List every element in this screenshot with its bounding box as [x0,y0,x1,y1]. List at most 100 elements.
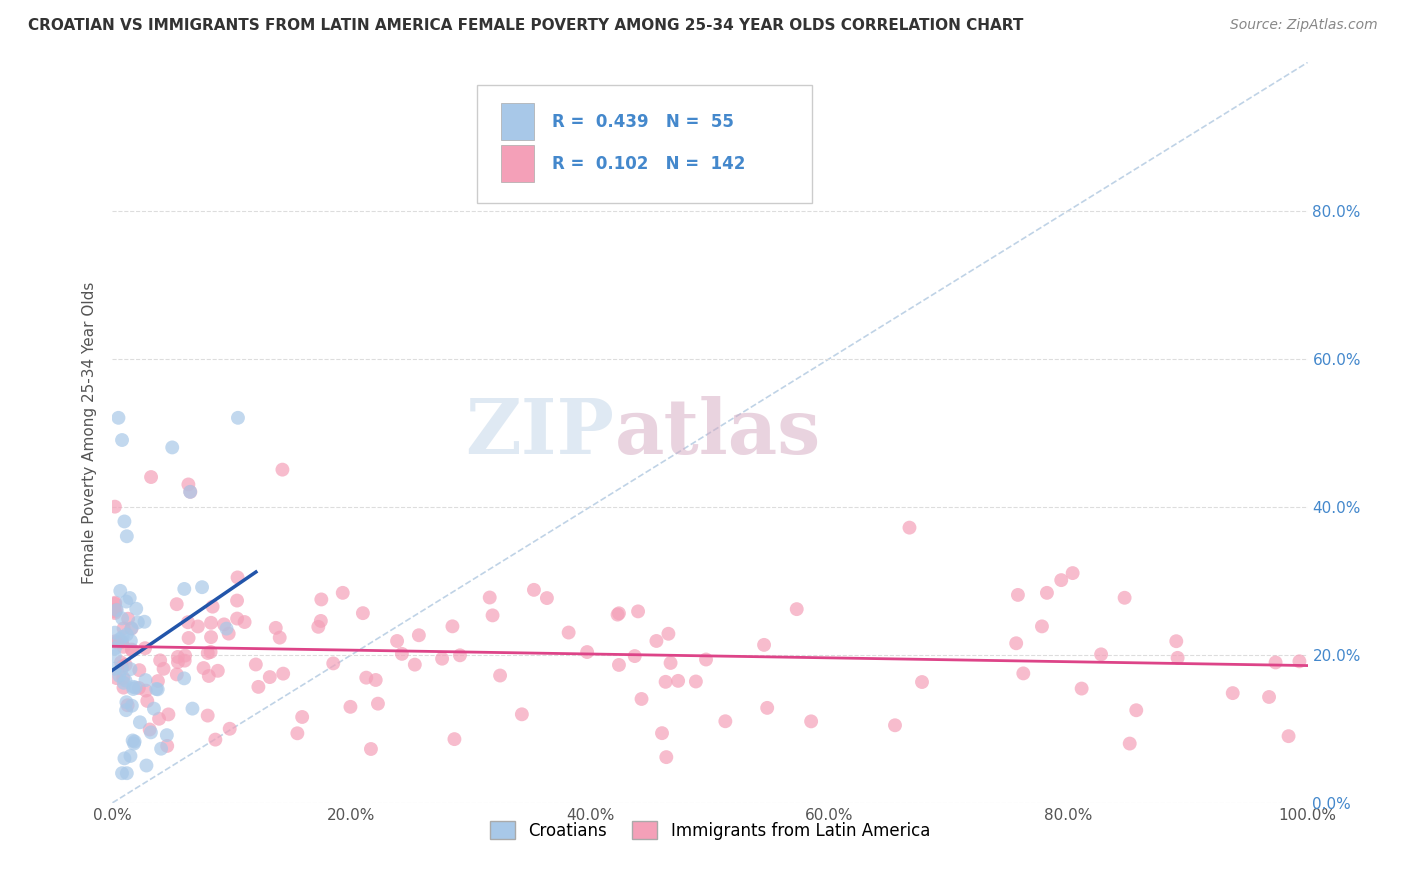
Point [128,681,150,695]
Point [177,631,200,645]
Point [114,657,136,672]
Point [1070,681,1092,696]
Point [114,751,135,765]
Point [557,625,579,640]
Point [104,605,127,619]
Point [200,615,222,630]
Point [149,653,172,667]
Point [1031,619,1053,633]
Point [607,657,630,672]
Point [179,484,201,499]
Point [135,758,157,772]
Point [104,662,127,676]
Text: R =  0.439   N =  55: R = 0.439 N = 55 [553,112,734,130]
Point [148,712,170,726]
Point [911,675,934,690]
Point [226,611,249,625]
Point [627,604,650,618]
Point [166,667,188,681]
Point [1090,648,1112,662]
Point [576,645,599,659]
Point [1118,737,1140,751]
Point [245,657,267,672]
Point [122,681,145,696]
FancyBboxPatch shape [477,85,811,203]
Point [309,614,332,628]
Point [121,698,143,713]
Point [441,619,464,633]
Point [1062,566,1084,580]
Point [112,671,135,685]
Point [104,634,127,648]
Point [104,641,127,656]
Point [105,635,128,649]
Point [404,657,426,672]
Point [360,742,382,756]
Point [111,630,134,644]
Text: R =  0.102   N =  142: R = 0.102 N = 142 [553,155,745,173]
Point [177,615,200,630]
Point [1012,666,1035,681]
Point [752,638,775,652]
Point [114,673,136,688]
Point [264,621,287,635]
Point [204,732,226,747]
Point [247,680,270,694]
Point [271,462,294,476]
Point [685,674,707,689]
Point [125,601,148,615]
Point [136,694,159,708]
Point [623,649,645,664]
Point [104,625,127,640]
Point [198,669,221,683]
Point [156,728,179,742]
Point [481,608,503,623]
Point [173,582,195,596]
Y-axis label: Female Poverty Among 25-34 Year Olds: Female Poverty Among 25-34 Year Olds [82,282,97,583]
Point [307,620,329,634]
Text: CROATIAN VS IMMIGRANTS FROM LATIN AMERICA FEMALE POVERTY AMONG 25-34 YEAR OLDS C: CROATIAN VS IMMIGRANTS FROM LATIN AMERIC… [28,18,1024,33]
Point [536,591,558,605]
Point [659,656,682,670]
Point [134,673,156,687]
Point [1277,729,1299,743]
Point [104,606,127,620]
Point [449,648,471,663]
Point [181,701,204,715]
Point [139,725,162,739]
Legend: Croatians, Immigrants from Latin America: Croatians, Immigrants from Latin America [484,814,936,847]
Point [157,707,180,722]
Text: Source: ZipAtlas.com: Source: ZipAtlas.com [1230,18,1378,32]
Point [226,593,249,607]
Point [322,657,344,671]
Point [173,654,195,668]
Point [285,726,308,740]
Point [259,670,281,684]
Point [111,611,134,625]
Text: ZIP: ZIP [465,396,614,469]
Point [1005,636,1028,650]
Point [142,701,165,715]
Point [197,646,219,660]
Point [215,622,238,636]
Point [1258,690,1281,704]
Point [112,621,135,635]
Point [1288,654,1310,668]
Point [478,591,501,605]
Point [197,708,219,723]
Point [408,628,430,642]
Point [120,622,142,636]
Point [118,591,141,605]
Point [443,732,465,747]
Point [187,619,209,633]
Point [655,750,678,764]
Point [207,664,229,678]
Point [124,681,146,695]
Point [115,695,138,709]
Point [110,583,132,598]
Point [1166,634,1188,648]
Point [218,722,240,736]
Point [332,586,354,600]
Point [145,681,167,696]
Point [138,723,160,737]
